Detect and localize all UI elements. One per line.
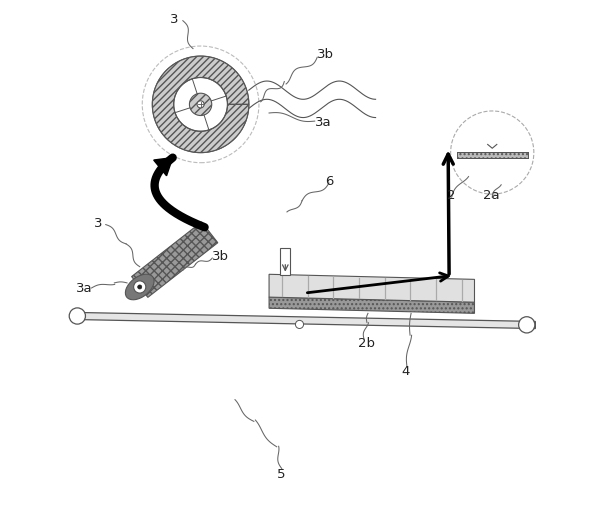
Circle shape [295, 321, 304, 329]
Bar [457, 153, 528, 159]
Circle shape [138, 286, 142, 290]
Circle shape [189, 94, 212, 116]
Text: 4: 4 [401, 364, 409, 377]
Text: 3: 3 [94, 217, 102, 230]
Text: 6: 6 [325, 175, 333, 188]
Bar [280, 249, 291, 275]
Circle shape [134, 281, 146, 294]
Text: 3a: 3a [314, 116, 331, 128]
Text: 2a: 2a [483, 188, 500, 201]
Text: 3: 3 [170, 13, 179, 25]
Text: 3a: 3a [76, 282, 93, 295]
Circle shape [197, 102, 204, 109]
Text: 2: 2 [447, 188, 455, 201]
Ellipse shape [125, 275, 154, 300]
Polygon shape [132, 222, 218, 298]
Circle shape [519, 317, 535, 333]
Polygon shape [269, 298, 474, 314]
Polygon shape [154, 158, 173, 177]
Polygon shape [71, 313, 536, 329]
Text: 3b: 3b [317, 48, 334, 61]
Text: 5: 5 [277, 467, 285, 479]
Text: 2b: 2b [358, 336, 375, 350]
Polygon shape [269, 275, 474, 302]
Text: 3b: 3b [212, 249, 229, 263]
Circle shape [69, 308, 86, 324]
Polygon shape [152, 57, 249, 153]
